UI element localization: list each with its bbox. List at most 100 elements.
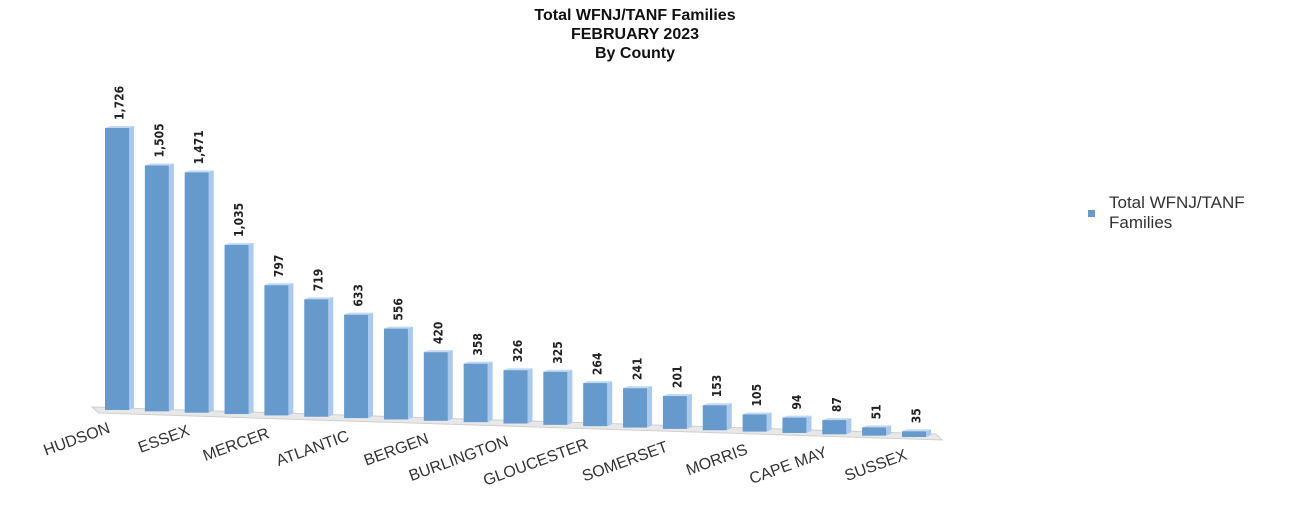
value-label: 1,471	[192, 130, 206, 164]
bar-side	[846, 418, 852, 435]
bar-front	[224, 244, 249, 415]
bar-front	[583, 383, 608, 427]
value-label: 153	[710, 375, 724, 398]
bar-front	[543, 371, 568, 425]
bar	[623, 386, 653, 428]
bar-side	[328, 297, 334, 417]
bar-side	[926, 429, 931, 437]
value-label: 556	[391, 298, 405, 321]
bar-top	[822, 418, 852, 421]
bar-front	[264, 285, 289, 416]
bar-side	[447, 350, 453, 421]
bar-front	[463, 363, 488, 423]
value-label: 241	[631, 358, 645, 381]
bar-front	[662, 396, 687, 429]
bar-side	[686, 394, 692, 429]
value-label: 35	[910, 408, 924, 423]
value-label: 1,726	[113, 86, 127, 120]
value-label: 325	[551, 341, 565, 364]
bar-top	[503, 368, 533, 371]
value-label: 420	[431, 322, 445, 345]
bar-side	[647, 386, 653, 428]
bar-front	[503, 370, 528, 424]
bar-top	[184, 170, 214, 173]
bar-front	[144, 165, 169, 412]
x-tick-label: CAPE MAY	[747, 444, 830, 488]
bar	[902, 429, 931, 437]
bar	[264, 283, 294, 416]
bar-top	[383, 326, 413, 329]
value-label: 201	[670, 366, 684, 389]
value-label: 1,035	[232, 203, 246, 237]
bar	[383, 326, 413, 420]
bar	[702, 403, 732, 431]
bar-side	[806, 415, 812, 433]
value-label: 51	[870, 404, 884, 419]
bar-top	[423, 350, 453, 353]
bar-side	[248, 242, 254, 415]
bar-top	[224, 242, 254, 245]
bar-top	[105, 126, 134, 128]
bar	[662, 394, 692, 429]
bar-front	[304, 299, 329, 417]
bar-side	[886, 425, 892, 436]
value-label: 87	[830, 397, 844, 412]
x-tick-label: ESSEX	[136, 422, 192, 456]
bar-top	[304, 297, 334, 300]
bar-front	[105, 128, 129, 410]
bar-side	[129, 126, 134, 410]
x-tick-label: SOMERSET	[580, 439, 670, 486]
bar-front	[782, 417, 807, 433]
bar-side	[168, 163, 174, 412]
bar-side	[368, 312, 374, 419]
bar-front	[623, 388, 648, 428]
bar-side	[208, 170, 214, 413]
bar-side	[527, 368, 533, 424]
bar	[543, 369, 573, 425]
bar-front	[822, 420, 847, 435]
bar-side	[288, 283, 294, 416]
bar-top	[264, 283, 294, 286]
legend-label: Total WFNJ/TANF Families	[1109, 193, 1245, 232]
value-label: 358	[471, 333, 485, 356]
bar-front	[383, 328, 408, 420]
bar	[463, 361, 493, 423]
bar	[423, 350, 453, 421]
bar-top	[862, 425, 892, 428]
bar-side	[487, 361, 493, 423]
bar-side	[407, 326, 413, 420]
bar-front	[184, 172, 209, 413]
bar	[583, 381, 613, 427]
legend-swatch	[1088, 209, 1095, 217]
bar-side	[607, 381, 613, 427]
bar	[742, 412, 772, 432]
x-tick-label: ATLANTIC	[274, 428, 351, 470]
bar	[782, 415, 812, 433]
bar	[184, 170, 214, 413]
bar-top	[583, 381, 613, 384]
bar	[224, 242, 254, 415]
bar-front	[862, 427, 887, 436]
bar-side	[567, 369, 573, 425]
bar-front	[702, 405, 727, 431]
bar-top	[782, 415, 812, 418]
value-label: 1,505	[152, 123, 166, 157]
value-label: 264	[591, 352, 605, 375]
x-tick-label: HUDSON	[41, 420, 112, 460]
value-label: 94	[790, 394, 804, 410]
value-label: 633	[352, 284, 366, 307]
bar-top	[902, 429, 931, 432]
value-label: 797	[272, 255, 286, 278]
bar-top	[662, 394, 692, 397]
bar-top	[144, 163, 174, 166]
bar	[304, 297, 334, 417]
bar	[144, 163, 174, 412]
bar-front	[423, 352, 448, 421]
bar-top	[623, 386, 653, 389]
bar	[822, 418, 852, 435]
x-tick-label: SUSSEX	[843, 447, 910, 485]
value-label: 326	[511, 340, 525, 363]
bar-top	[344, 312, 374, 315]
bar-top	[742, 412, 772, 415]
